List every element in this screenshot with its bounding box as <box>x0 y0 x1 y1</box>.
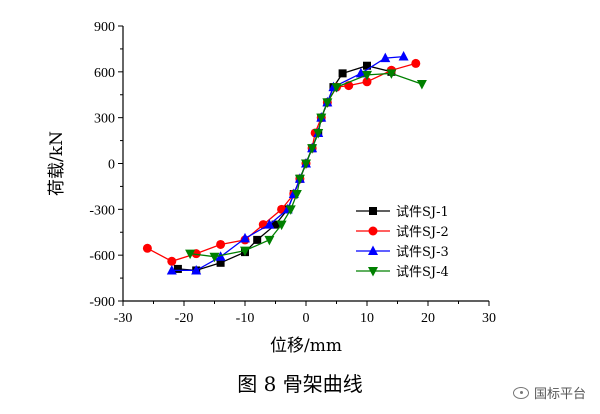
series-3-point <box>355 67 366 78</box>
y-tick-label: 300 <box>94 112 115 127</box>
figure-caption: 图 8 骨架曲线 <box>237 372 363 396</box>
series-4-point <box>209 252 220 263</box>
legend-label: 试件SJ-2 <box>396 225 449 240</box>
series-3-point <box>380 52 391 63</box>
series-4-point <box>240 246 250 257</box>
x-axis-title: 位移/mm <box>270 336 342 356</box>
y-tick-label: -900 <box>89 295 115 310</box>
series-4-point <box>185 249 196 260</box>
series-4-point <box>307 144 318 154</box>
series-1-point <box>271 220 280 229</box>
series-3 <box>166 51 409 275</box>
legend-item-4: 试件SJ-4 <box>356 265 449 280</box>
legend-marker <box>368 267 378 277</box>
series-2-point <box>167 256 177 266</box>
series-4-point <box>316 113 327 124</box>
series-1 <box>173 61 396 275</box>
series-4-point <box>291 190 302 200</box>
series-1-point <box>253 235 262 244</box>
series-1-point <box>363 61 371 70</box>
series-layer <box>142 51 427 275</box>
series-1-line <box>177 65 392 272</box>
legend-item-1: 试件SJ-1 <box>356 205 449 220</box>
y-tick-label: 0 <box>108 158 115 173</box>
series-1-point <box>173 264 182 273</box>
series-3-point <box>240 232 250 243</box>
legend-marker <box>368 245 378 255</box>
x-tick-label: 10 <box>360 311 374 326</box>
skeleton-curve-chart: -30 -20 -10 0 10 20 30 -900 -600 -300 0 300 600 900 试… <box>47 20 496 356</box>
series-4 <box>185 69 427 263</box>
x-tick-label: 20 <box>421 311 435 326</box>
legend-label: 试件SJ-3 <box>396 245 449 260</box>
x-tick-label: -10 <box>236 311 255 326</box>
series-4-point <box>362 70 372 81</box>
series-4-point <box>313 128 324 139</box>
series-1-point <box>216 258 225 267</box>
legend-label: 试件SJ-4 <box>396 265 449 280</box>
chart-legend: 试件SJ-1 试件SJ-2 试件SJ-3 试件SJ-4 <box>356 205 449 280</box>
series-2-point <box>362 77 372 87</box>
series-4-point <box>386 69 397 79</box>
series-4-point <box>416 80 427 90</box>
legend-marker <box>369 207 377 215</box>
series-4-point <box>301 159 311 169</box>
series-3-point <box>398 51 409 61</box>
plot-axes: -30 -20 -10 0 10 20 30 -900 -600 -300 0 300 600 900 <box>89 20 496 326</box>
y-tick-label: -600 <box>89 249 115 264</box>
series-4-point <box>285 205 296 215</box>
series-3-point <box>264 219 275 229</box>
series-4-point <box>294 174 305 185</box>
wechat-logo-icon <box>512 386 529 399</box>
y-tick-label: 600 <box>94 66 115 81</box>
series-2-point <box>411 58 421 68</box>
series-4-point <box>322 98 333 108</box>
series-1-point <box>338 69 347 78</box>
y-axis-title: 荷载/kN <box>47 131 67 196</box>
series-4-point <box>331 83 342 93</box>
x-tick-label: 30 <box>482 311 496 326</box>
x-tick-label: -30 <box>114 311 133 326</box>
series-2-point <box>142 243 152 253</box>
x-tick-label: -20 <box>175 311 194 326</box>
y-tick-label: -300 <box>89 203 115 218</box>
legend-item-2: 试件SJ-2 <box>356 225 449 240</box>
series-3-line <box>171 55 404 272</box>
legend-item-3: 试件SJ-3 <box>356 245 449 260</box>
series-3-point <box>166 264 177 275</box>
y-tick-label: 900 <box>94 20 115 35</box>
series-2-point <box>216 239 226 249</box>
legend-marker <box>368 226 378 236</box>
watermark: 国标平台 <box>512 383 586 402</box>
legend-label: 试件SJ-1 <box>396 205 449 220</box>
series-4-point <box>276 220 287 231</box>
x-tick-label: 0 <box>303 311 310 326</box>
series-2 <box>142 58 421 266</box>
watermark-text: 国标平台 <box>533 387 586 402</box>
series-4-point <box>264 235 275 246</box>
series-3-point <box>191 264 202 275</box>
